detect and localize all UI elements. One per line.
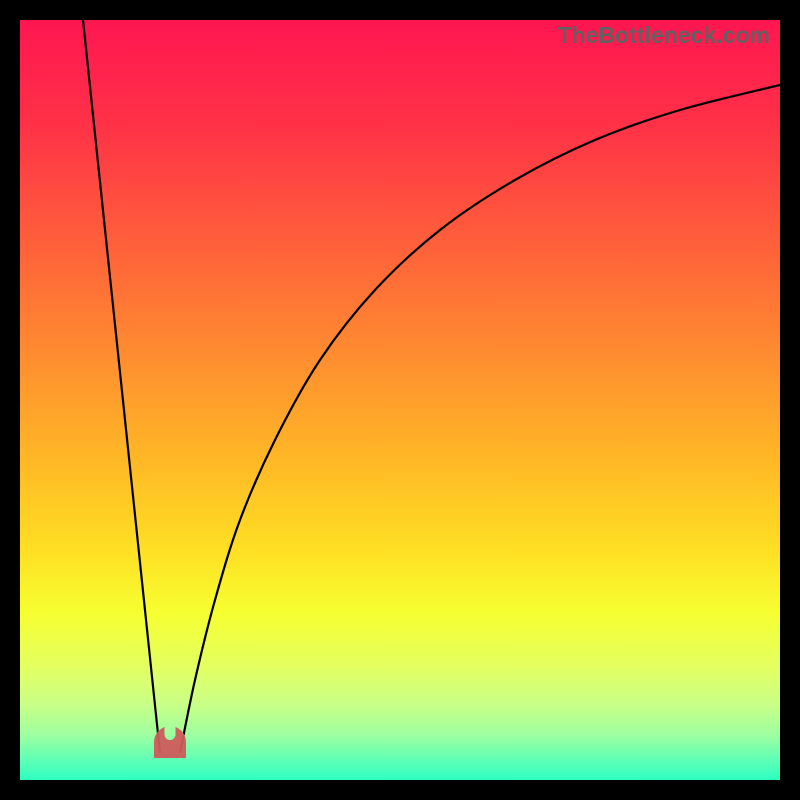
curve-left-branch xyxy=(83,20,160,753)
chart-frame: TheBottleneck.com xyxy=(0,0,800,800)
watermark-text: TheBottleneck.com xyxy=(558,22,770,49)
curve-right-branch xyxy=(180,85,780,753)
bottleneck-curve xyxy=(20,20,780,780)
plot-area: TheBottleneck.com xyxy=(20,20,780,780)
valley-bump-icon xyxy=(154,726,186,758)
